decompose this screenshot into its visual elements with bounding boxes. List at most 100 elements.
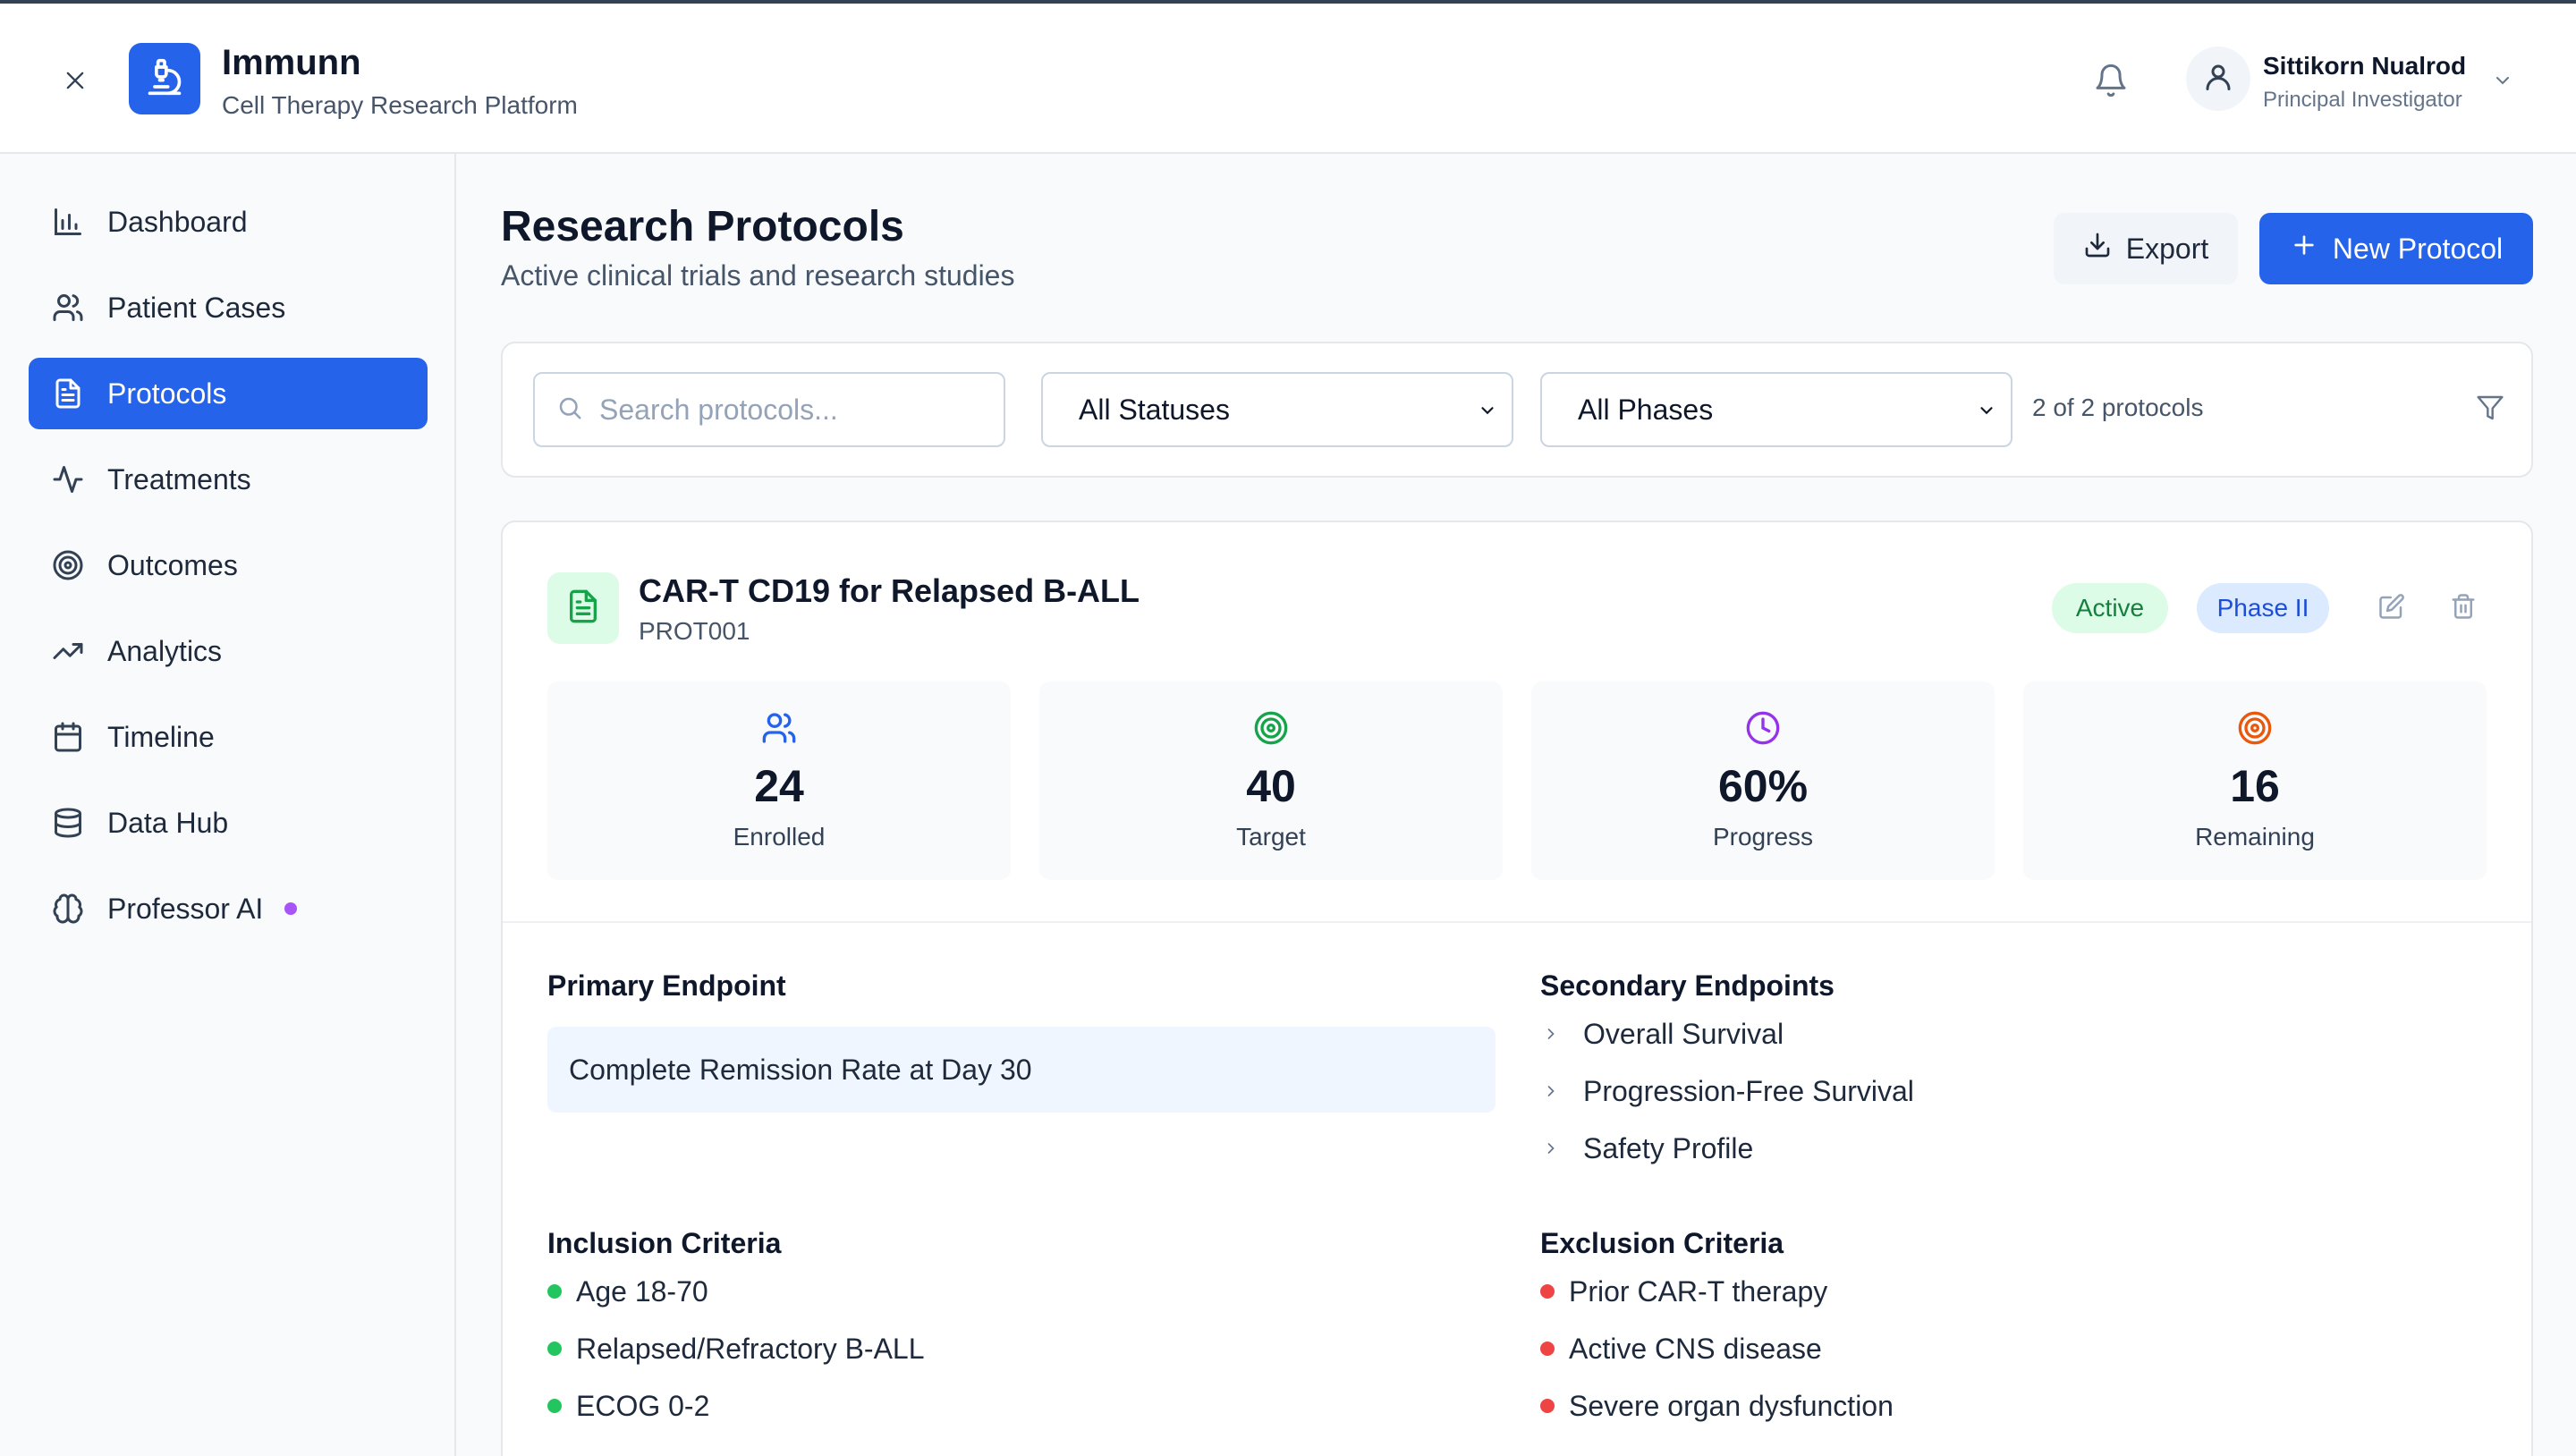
sidebar-item-label: Timeline <box>107 720 215 753</box>
delete-protocol-button[interactable] <box>2445 590 2481 626</box>
sidebar-item-label: Treatments <box>107 462 251 495</box>
list-item: Progression-Free Survival <box>1540 1062 1914 1120</box>
status-select-value: All Statuses <box>1079 393 1230 426</box>
sidebar-item-label: Protocols <box>107 377 227 410</box>
bullet-dot <box>1540 1399 1555 1413</box>
chevron-down-icon <box>1973 397 2000 424</box>
protocol-count: 2 of 2 protocols <box>2032 394 2204 421</box>
bell-icon <box>2093 63 2129 103</box>
stat-label: Progress <box>1712 823 1814 851</box>
stat-value: 40 <box>1246 761 1296 811</box>
user-menu-toggle[interactable] <box>2488 68 2517 97</box>
search-input[interactable] <box>599 393 993 427</box>
document-icon <box>565 588 601 629</box>
list-item-text: Severe organ dysfunction <box>1569 1389 1894 1422</box>
new-protocol-label: New Protocol <box>2332 232 2504 265</box>
avatar[interactable] <box>2186 47 2250 111</box>
stat-enrolled: 24 Enrolled <box>547 681 1011 880</box>
export-button[interactable]: Export <box>2054 213 2238 284</box>
bullet-dot <box>1540 1342 1555 1356</box>
chevron-down-icon <box>2492 70 2513 96</box>
sidebar-item-timeline[interactable]: Timeline <box>29 701 428 773</box>
primary-endpoint-heading: Primary Endpoint <box>547 969 786 1002</box>
trending-up-icon <box>50 633 86 669</box>
app-header: Immunn Cell Therapy Research Platform Si… <box>0 4 2576 154</box>
page-subtitle: Active clinical trials and research stud… <box>501 259 1015 292</box>
list-item-text: Progression-Free Survival <box>1583 1074 1914 1107</box>
sidebar-item-treatments[interactable]: Treatments <box>29 444 428 515</box>
phase-badge: Phase II <box>2197 583 2329 633</box>
edit-protocol-button[interactable] <box>2374 590 2410 626</box>
sidebar-item-label: Outcomes <box>107 548 238 581</box>
filter-button[interactable] <box>2470 390 2510 429</box>
brain-icon <box>50 891 86 927</box>
download-icon <box>2083 231 2112 267</box>
protocol-title[interactable]: CAR-T CD19 for Relapsed B-ALL <box>639 572 1140 609</box>
chevron-right-icon <box>1540 1138 1562 1159</box>
sidebar-item-data-hub[interactable]: Data Hub <box>29 787 428 859</box>
search-field[interactable] <box>533 372 1005 447</box>
user-name[interactable]: Sittikorn Nualrod <box>2263 52 2467 80</box>
window-top-border <box>0 0 2576 4</box>
database-icon <box>50 805 86 841</box>
close-sidebar-button[interactable] <box>57 64 93 100</box>
notifications-button[interactable] <box>2089 61 2132 104</box>
close-icon <box>63 68 88 97</box>
stat-label: Target <box>1236 823 1306 851</box>
app-subtitle: Cell Therapy Research Platform <box>222 91 578 119</box>
sidebar-item-analytics[interactable]: Analytics <box>29 615 428 687</box>
filter-icon <box>2476 394 2504 427</box>
sidebar-item-dashboard[interactable]: Dashboard <box>29 186 428 258</box>
status-badge: Active <box>2052 583 2168 633</box>
bullet-dot <box>1540 1284 1555 1299</box>
clock-icon <box>1531 708 1995 748</box>
sidebar-item-label: Data Hub <box>107 806 229 839</box>
sidebar-item-professor-ai[interactable]: Professor AI <box>29 873 428 944</box>
stat-label: Remaining <box>2195 823 2315 851</box>
users-icon <box>547 708 1011 748</box>
calendar-icon <box>50 719 86 755</box>
list-item-text: Prior CAR-T therapy <box>1569 1274 1828 1308</box>
list-item: Relapsed/Refractory B-ALL <box>547 1320 925 1377</box>
user-role: Principal Investigator <box>2263 88 2462 112</box>
app-logo <box>129 43 200 114</box>
stat-label: Enrolled <box>733 823 826 851</box>
secondary-endpoints-list: Overall Survival Progression-Free Surviv… <box>1540 1005 1914 1177</box>
new-indicator-dot <box>284 902 298 915</box>
inclusion-criteria-heading: Inclusion Criteria <box>547 1227 782 1259</box>
list-item: Safety Profile <box>1540 1120 1914 1177</box>
sidebar-item-patient-cases[interactable]: Patient Cases <box>29 272 428 343</box>
sidebar-item-label: Analytics <box>107 634 223 667</box>
list-item-text: Age 18-70 <box>576 1274 708 1308</box>
new-protocol-button[interactable]: New Protocol <box>2259 213 2533 284</box>
protocol-id: PROT001 <box>639 617 750 645</box>
document-icon <box>50 376 86 411</box>
phase-select[interactable]: All Phases <box>1540 372 2012 447</box>
activity-icon <box>50 461 86 497</box>
export-label: Export <box>2125 232 2209 265</box>
stat-value: 24 <box>754 761 804 811</box>
protocol-card[interactable]: CAR-T CD19 for Relapsed B-ALL PROT001 Ac… <box>501 521 2533 1456</box>
list-item: Severe organ dysfunction <box>1540 1377 1894 1435</box>
list-item: Active CNS disease <box>1540 1320 1894 1377</box>
list-item: Prior CAR-T therapy <box>1540 1263 1894 1320</box>
trash-icon <box>2450 593 2477 624</box>
chevron-right-icon <box>1540 1023 1562 1045</box>
section-divider <box>503 921 2531 923</box>
list-item-text: Overall Survival <box>1583 1017 1784 1050</box>
stat-remaining: 16 Remaining <box>2023 681 2487 880</box>
phase-select-value: All Phases <box>1578 393 1714 426</box>
edit-icon <box>2378 593 2405 624</box>
bullet-dot <box>547 1399 562 1413</box>
exclusion-criteria-list: Prior CAR-T therapy Active CNS disease S… <box>1540 1263 1894 1435</box>
sidebar-item-outcomes[interactable]: Outcomes <box>29 529 428 601</box>
user-icon <box>2202 61 2234 97</box>
page-title: Research Protocols <box>501 203 904 250</box>
chevron-down-icon <box>1474 397 1501 424</box>
sidebar-item-protocols[interactable]: Protocols <box>29 358 428 429</box>
list-item-text: Relapsed/Refractory B-ALL <box>576 1332 925 1365</box>
status-select[interactable]: All Statuses <box>1041 372 1513 447</box>
bar-chart-icon <box>50 204 86 240</box>
stat-target: 40 Target <box>1039 681 1503 880</box>
target-icon <box>2023 708 2487 748</box>
